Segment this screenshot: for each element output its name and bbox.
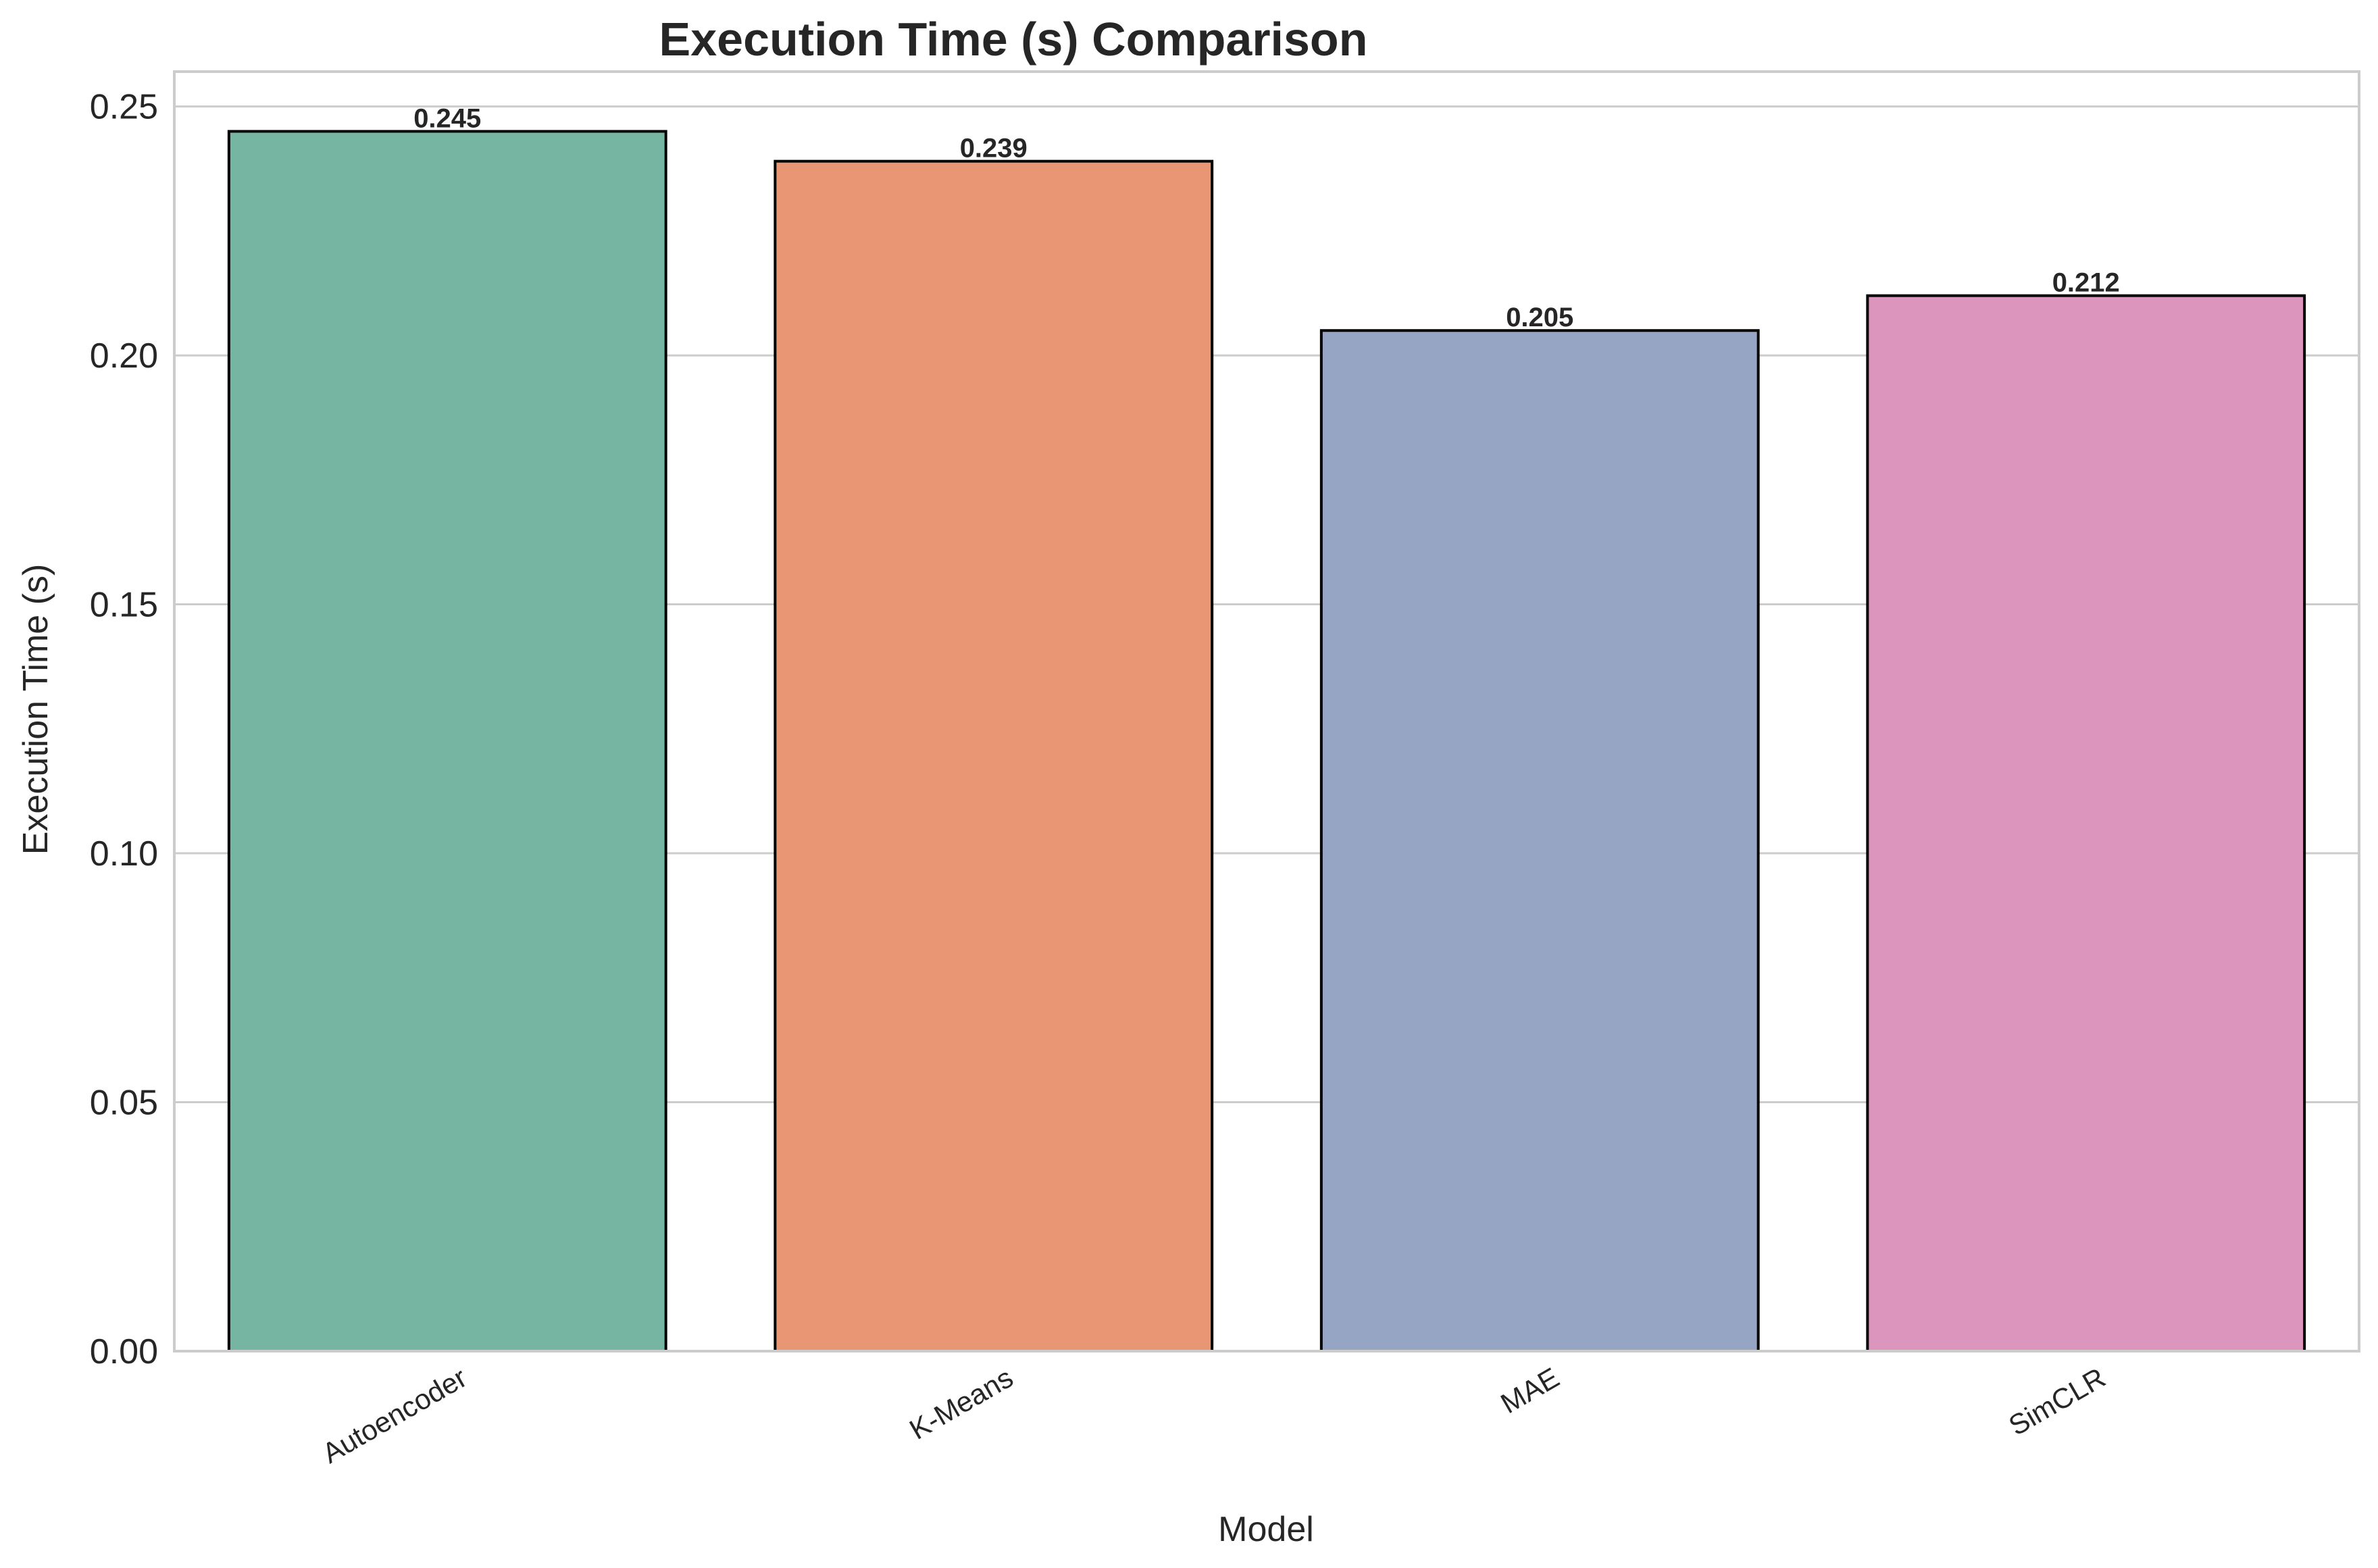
y-tick-label: 0.10 xyxy=(90,834,158,874)
bar-value-label: 0.205 xyxy=(1506,303,1573,332)
chart-title: Execution Time (s) Comparison xyxy=(659,13,1368,66)
y-tick-label: 0.25 xyxy=(90,88,158,127)
y-axis-ticks: 0.00 0.05 0.10 0.15 0.20 0.25 xyxy=(90,88,158,1371)
bar-value-label: 0.212 xyxy=(2052,268,2120,298)
x-axis-label: Model xyxy=(1218,1510,1314,1549)
plot-frame xyxy=(173,70,2360,1352)
y-tick-label: 0.20 xyxy=(90,336,158,376)
y-tick-label: 0.00 xyxy=(90,1332,158,1371)
bar-mae xyxy=(1319,329,1760,1352)
y-tick-label: 0.05 xyxy=(90,1084,158,1123)
x-tick-label: Autoencoder xyxy=(317,1361,472,1469)
y-tick-label: 0.15 xyxy=(90,586,158,625)
bar-autoencoder xyxy=(227,130,667,1352)
x-axis-ticks: Autoencoder K-Means MAE SimCLR xyxy=(317,1361,2110,1469)
bar-value-label: 0.239 xyxy=(960,134,1028,163)
bars xyxy=(227,130,2306,1353)
x-tick-label: MAE xyxy=(1495,1361,1564,1419)
bar-value-labels: 0.245 0.239 0.205 0.212 xyxy=(413,103,2120,332)
bar-k-means xyxy=(774,159,1214,1353)
x-tick-label: SimCLR xyxy=(2003,1361,2110,1442)
y-axis-label: Execution Time (s) xyxy=(16,564,55,855)
bar-value-label: 0.245 xyxy=(413,103,481,133)
x-tick-label: K-Means xyxy=(904,1361,1018,1446)
bar-simclr xyxy=(1866,294,2306,1352)
